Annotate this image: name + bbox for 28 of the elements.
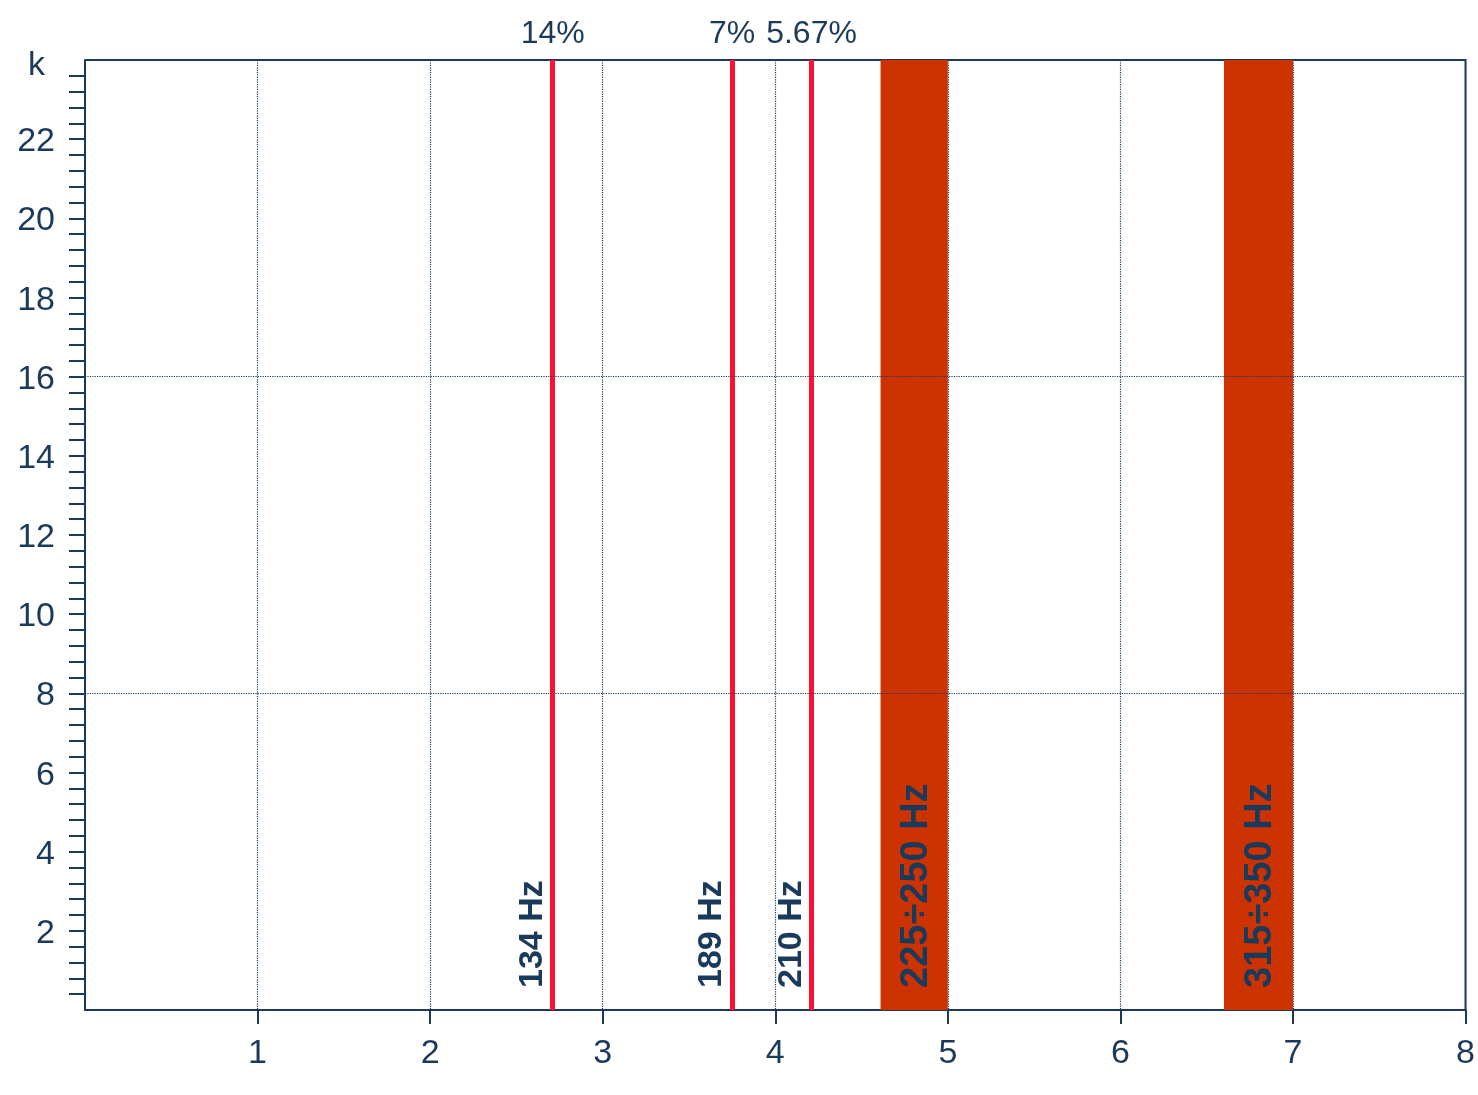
ref-line-label: 189 Hz	[690, 880, 729, 988]
annotation: 5.67%	[766, 14, 857, 50]
y-tick-label: 18	[17, 278, 55, 317]
y-tick-label: 22	[17, 120, 55, 159]
ref-line-label: 134 Hz	[510, 880, 549, 988]
x-tick-label: 3	[593, 1032, 613, 1070]
y-tick-label: 20	[17, 199, 55, 238]
band-label: 315÷350 Hz	[1237, 783, 1280, 988]
y-tick-label: 10	[17, 595, 55, 634]
annotation: 7%	[709, 14, 756, 50]
ref-line-label: 210 Hz	[769, 880, 808, 988]
x-tick-label: 2	[420, 1032, 440, 1070]
x-tick-label: 5	[938, 1032, 958, 1070]
annotation: 14%	[520, 14, 585, 50]
y-tick-label: 4	[36, 832, 55, 871]
y-axis-title: k	[28, 44, 46, 82]
y-tick-label: 2	[36, 911, 55, 950]
x-tick-label: 7	[1283, 1032, 1303, 1070]
x-tick-label: 1	[248, 1032, 268, 1070]
y-tick-label: 6	[36, 753, 55, 792]
y-tick-label: 8	[36, 674, 55, 713]
x-tick-label: 4	[765, 1032, 785, 1070]
y-tick-label: 12	[17, 516, 55, 554]
y-tick-label: 16	[17, 357, 55, 396]
x-tick-label: 8	[1456, 1032, 1476, 1070]
band-label: 225÷250 Hz	[893, 783, 936, 988]
x-tick-label: 6	[1110, 1032, 1130, 1070]
y-tick-label: 14	[17, 436, 55, 475]
